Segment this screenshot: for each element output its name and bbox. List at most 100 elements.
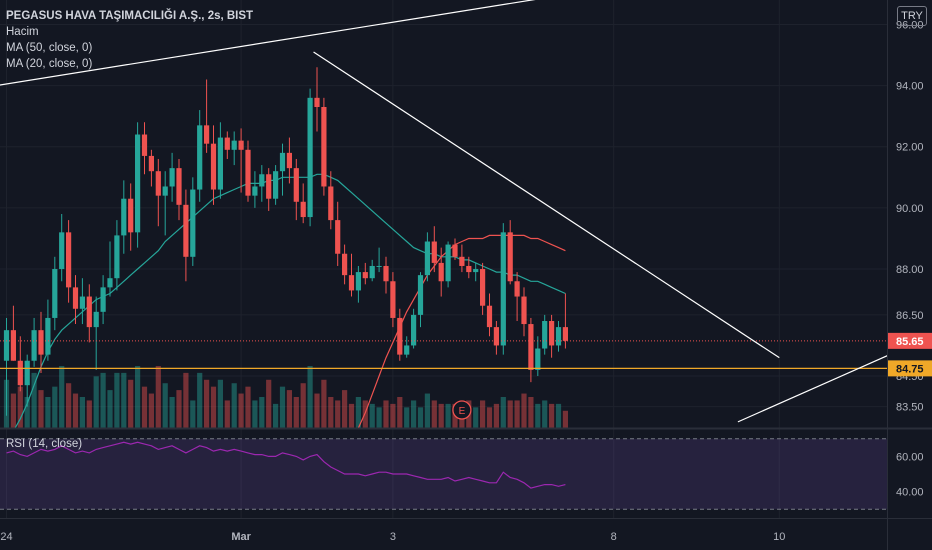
volume-bar <box>52 386 58 428</box>
indicator-ma20[interactable]: MA (20, close, 0) <box>6 58 93 70</box>
candle-body <box>500 232 506 346</box>
candle <box>417 272 424 328</box>
earnings-marker-circle <box>452 400 472 420</box>
volume-bar <box>273 403 279 428</box>
candle-body <box>128 198 134 233</box>
candle-body <box>210 143 217 190</box>
price-tick-label: 88.00 <box>896 264 924 276</box>
candle-body <box>300 201 306 218</box>
candle-body <box>355 272 361 291</box>
candle <box>31 317 37 367</box>
volume-bar <box>72 393 79 428</box>
volume-bar <box>438 403 444 428</box>
candle <box>86 284 92 343</box>
support-price-tag-bg <box>888 360 932 377</box>
candle <box>38 311 44 373</box>
symbol-title[interactable]: PEGASUS HAVA TAŞIMACILIĞI A.Ş., 2s, BIST <box>6 10 254 22</box>
trendline <box>0 0 536 86</box>
volume-bar <box>141 386 148 428</box>
candle <box>521 287 527 337</box>
candle-body <box>107 278 113 288</box>
candle-body <box>362 272 368 279</box>
candle-body <box>445 244 451 282</box>
currency-badge[interactable]: TRY <box>897 6 927 26</box>
volume-bar <box>169 397 175 428</box>
candle <box>245 140 251 202</box>
candle <box>183 189 189 282</box>
candle-body <box>231 140 237 150</box>
candle <box>114 220 120 291</box>
candle-body <box>459 256 465 266</box>
candle-body <box>3 330 10 361</box>
candle <box>217 122 223 199</box>
price-pane: E <box>0 0 887 428</box>
volume-bar <box>480 400 486 428</box>
volume-bar <box>431 400 437 428</box>
rsi-tick-label: 40.00 <box>896 487 924 499</box>
volume-bar <box>155 366 161 428</box>
candle-body <box>155 171 161 196</box>
candle <box>66 220 72 303</box>
candle-body <box>507 232 513 282</box>
candle <box>155 158 161 227</box>
volume-bar <box>204 379 210 428</box>
candle <box>59 214 65 282</box>
volume-bar <box>542 400 548 428</box>
candle <box>452 238 458 260</box>
volume-bar <box>114 372 120 428</box>
candle <box>459 244 465 273</box>
candle <box>79 278 85 325</box>
candle-body <box>369 265 375 279</box>
candle <box>286 137 292 184</box>
price-tick-label: 86.50 <box>896 310 924 322</box>
candle <box>473 262 479 282</box>
candle <box>162 171 168 236</box>
price-tick-label: 94.00 <box>896 81 924 93</box>
indicator-ma50[interactable]: MA (50, close, 0) <box>6 42 93 54</box>
candle <box>279 143 286 196</box>
candle-body <box>417 275 424 315</box>
indicator-volume[interactable]: Hacim <box>6 26 39 38</box>
candle-body <box>535 348 541 370</box>
volume-bar <box>404 407 410 428</box>
candle-body <box>480 269 486 306</box>
candle <box>52 256 58 331</box>
volume-bar <box>100 372 106 428</box>
candle <box>100 275 106 325</box>
candle <box>10 305 16 361</box>
support-price-tag-text: 84.75 <box>896 363 924 375</box>
candle <box>204 79 210 153</box>
candle-body <box>348 275 355 291</box>
candle <box>480 262 486 315</box>
candle <box>135 122 141 248</box>
candle <box>555 321 562 352</box>
volume-bar <box>521 393 527 428</box>
candle-body <box>148 155 154 172</box>
candle <box>17 336 23 392</box>
candle-body <box>335 220 341 254</box>
candle <box>507 220 513 285</box>
candle <box>148 149 154 187</box>
candle <box>486 293 493 337</box>
candle-body <box>424 241 430 276</box>
volume-bar <box>162 383 168 428</box>
earnings-marker[interactable]: E <box>452 400 472 420</box>
candle-body <box>59 232 65 270</box>
candle <box>500 223 506 355</box>
candle <box>128 183 134 251</box>
candle-body <box>521 296 527 325</box>
volume-bar <box>259 397 265 428</box>
candle <box>390 272 396 328</box>
volume-bar <box>231 383 237 428</box>
volume-bar <box>486 407 493 428</box>
indicator-rsi[interactable]: RSI (14, close) <box>6 438 83 450</box>
candle <box>45 299 51 361</box>
ma20-line <box>14 173 566 428</box>
candle <box>362 262 368 285</box>
candle <box>266 168 272 211</box>
volume-bar <box>328 397 334 428</box>
candle-body <box>31 330 37 361</box>
candle <box>107 241 113 297</box>
